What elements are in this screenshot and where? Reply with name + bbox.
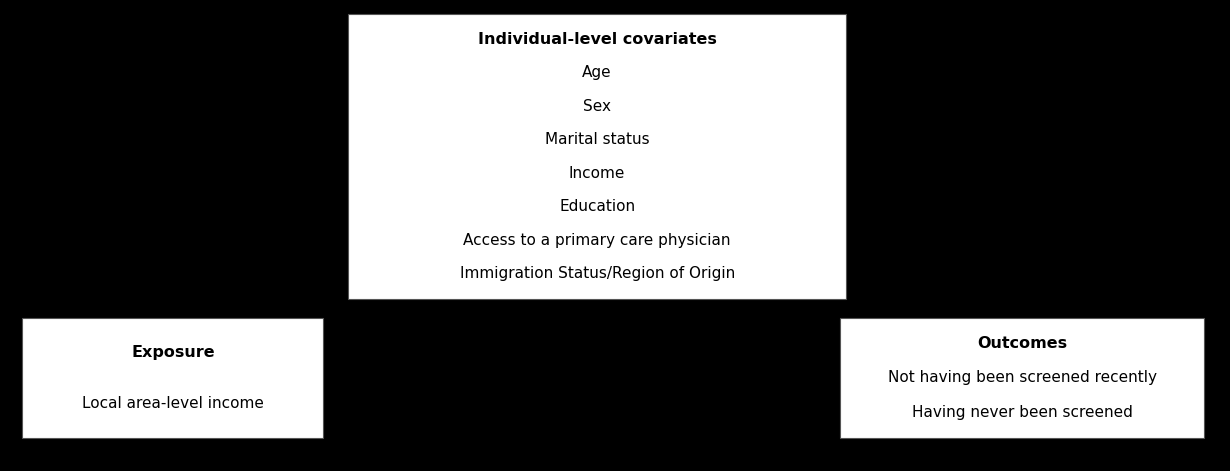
Text: Age: Age	[582, 65, 613, 81]
Text: Education: Education	[560, 199, 635, 214]
Text: Marital status: Marital status	[545, 132, 649, 147]
Text: Access to a primary care physician: Access to a primary care physician	[464, 233, 731, 248]
Text: Individual-level covariates: Individual-level covariates	[477, 32, 717, 47]
Text: Immigration Status/Region of Origin: Immigration Status/Region of Origin	[460, 267, 734, 281]
Text: Income: Income	[569, 166, 625, 181]
Text: Sex: Sex	[583, 99, 611, 114]
Text: Local area-level income: Local area-level income	[82, 396, 263, 411]
Text: Outcomes: Outcomes	[977, 336, 1068, 351]
FancyBboxPatch shape	[840, 318, 1204, 438]
Text: Having never been screened: Having never been screened	[911, 405, 1133, 420]
FancyBboxPatch shape	[348, 14, 846, 299]
Text: Not having been screened recently: Not having been screened recently	[888, 371, 1156, 385]
FancyBboxPatch shape	[22, 318, 323, 438]
Text: Exposure: Exposure	[132, 345, 214, 360]
